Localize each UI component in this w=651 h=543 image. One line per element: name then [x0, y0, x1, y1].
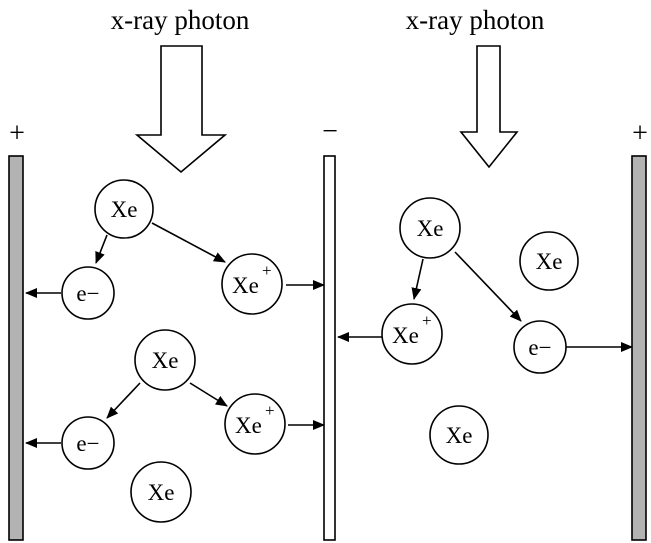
arrow-xe1-to-electron: [95, 234, 108, 264]
electron: e−: [61, 416, 115, 470]
arrow-xe4-to-electron: [454, 251, 522, 322]
xenon-atom: Xe: [519, 231, 579, 291]
svg-text:Xe: Xe: [536, 249, 563, 274]
svg-text:+: +: [262, 261, 272, 280]
svg-text:Xe: Xe: [235, 413, 262, 438]
anode-plate-right: [631, 155, 647, 541]
photon-arrow-left: [134, 45, 228, 174]
photon-arrow-right: [459, 45, 519, 169]
xenon-atom: Xe: [130, 461, 192, 523]
xenon-ion: Xe +: [221, 253, 283, 315]
arrow-xe2-to-ion: [189, 382, 228, 407]
cathode-plate-middle: [323, 155, 336, 541]
photon-label-right: x-ray photon: [406, 5, 545, 35]
xenon-ion: Xe +: [381, 303, 443, 365]
svg-text:Xe: Xe: [111, 197, 138, 222]
svg-text:Xe: Xe: [152, 348, 179, 373]
svg-text:e−: e−: [528, 335, 551, 360]
electron: e−: [61, 266, 115, 320]
xenon-ion: Xe +: [224, 393, 286, 455]
xenon-atom: Xe: [399, 197, 461, 259]
svg-text:+: +: [265, 401, 275, 420]
svg-text:e−: e−: [76, 431, 99, 456]
electron: e−: [513, 320, 567, 374]
svg-text:+: +: [422, 311, 432, 330]
electrode-sign-left: +: [9, 118, 25, 149]
svg-text:Xe: Xe: [148, 480, 175, 505]
electrode-sign-middle: −: [322, 116, 338, 147]
svg-text:Xe: Xe: [446, 423, 473, 448]
xenon-atom: Xe: [134, 329, 196, 391]
svg-text:Xe: Xe: [232, 273, 259, 298]
photon-label-left: x-ray photon: [111, 5, 250, 35]
svg-text:Xe: Xe: [417, 216, 444, 241]
arrow-xe4-to-ion: [411, 258, 424, 300]
xenon-atom: Xe: [94, 179, 154, 239]
arrow-xe2-to-electron: [106, 382, 141, 419]
electrode-sign-right: +: [632, 118, 648, 149]
anode-plate-left: [8, 155, 24, 541]
svg-text:e−: e−: [76, 281, 99, 306]
arrow-xe1-to-ion: [151, 222, 226, 263]
xenon-atom: Xe: [429, 405, 489, 465]
svg-text:Xe: Xe: [392, 323, 419, 348]
